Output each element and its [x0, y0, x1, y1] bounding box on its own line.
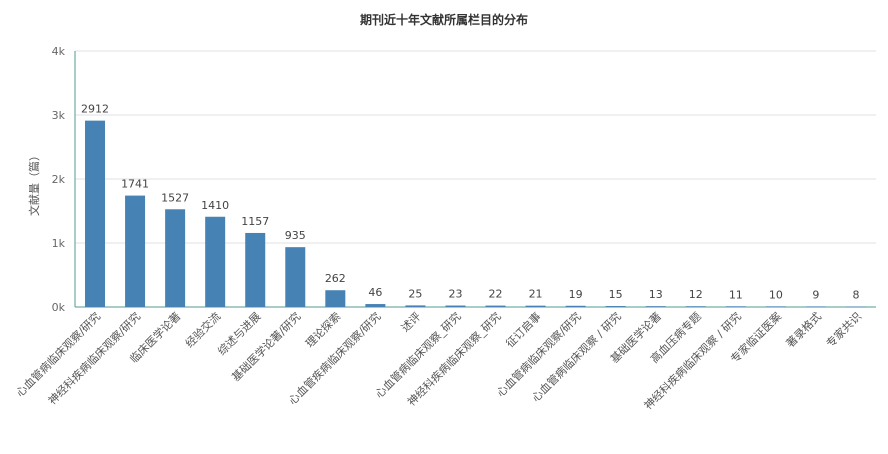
bar[interactable]: [325, 290, 346, 307]
data-label: 12: [689, 288, 703, 301]
data-labels: 2912 1741 1527 1410 1157 935 262 46 25 23 22 21 19 15…: [81, 103, 859, 302]
bar[interactable]: [605, 306, 626, 307]
x-tick-label: 著录格式: [783, 309, 824, 350]
data-label: 19: [569, 288, 583, 301]
data-label: 8: [852, 288, 859, 301]
data-label: 21: [529, 288, 543, 301]
bar[interactable]: [645, 306, 666, 307]
bar[interactable]: [485, 305, 506, 307]
bar[interactable]: [365, 304, 386, 307]
data-label: 1527: [161, 191, 189, 204]
y-tick-label: 3k: [52, 109, 66, 122]
data-label: 15: [609, 288, 623, 301]
bar[interactable]: [765, 306, 786, 308]
x-tick-label: 专家共识: [823, 309, 864, 350]
bar[interactable]: [445, 305, 466, 307]
bar[interactable]: [165, 209, 186, 307]
x-tick-label: 理论探索: [302, 309, 343, 350]
bar[interactable]: [525, 305, 546, 307]
bar[interactable]: [405, 305, 426, 307]
x-tick-label: 述评: [399, 310, 424, 335]
x-tick-label: 基础医学论著/研究: [229, 309, 304, 384]
data-label: 23: [448, 288, 462, 301]
y-tick-label: 2k: [52, 173, 66, 186]
x-tick-label: 征订启事: [503, 310, 543, 350]
bar[interactable]: [685, 306, 706, 308]
grid-lines: [75, 50, 876, 244]
bar[interactable]: [805, 306, 826, 308]
bar[interactable]: [725, 306, 746, 308]
x-tick-label: 经验交流: [182, 309, 223, 350]
data-label: 11: [729, 288, 743, 301]
data-label: 10: [769, 288, 783, 301]
y-axis-label: 文献量（篇）: [27, 150, 41, 216]
bar[interactable]: [245, 232, 266, 307]
bar[interactable]: [85, 120, 106, 307]
data-label: 935: [285, 229, 306, 242]
bar[interactable]: [285, 247, 306, 307]
data-label: 46: [368, 286, 382, 299]
data-label: 262: [325, 272, 346, 285]
y-tick-label: 0k: [52, 301, 66, 314]
bar[interactable]: [845, 306, 866, 308]
data-label: 1410: [201, 199, 229, 212]
data-label: 22: [489, 288, 503, 301]
data-label: 13: [649, 288, 663, 301]
data-label: 1741: [121, 178, 149, 191]
data-label: 2912: [81, 103, 109, 116]
bar[interactable]: [205, 216, 226, 307]
y-tick-label: 1k: [52, 237, 66, 250]
bar[interactable]: [125, 195, 146, 307]
data-label: 1157: [241, 215, 269, 228]
bar[interactable]: [565, 305, 586, 307]
y-tick-label: 4k: [52, 45, 66, 58]
data-label: 9: [812, 288, 819, 301]
data-label: 25: [408, 287, 422, 300]
chart-title: 期刊近十年文献所属栏目的分布: [359, 13, 528, 27]
bars: [85, 120, 866, 308]
